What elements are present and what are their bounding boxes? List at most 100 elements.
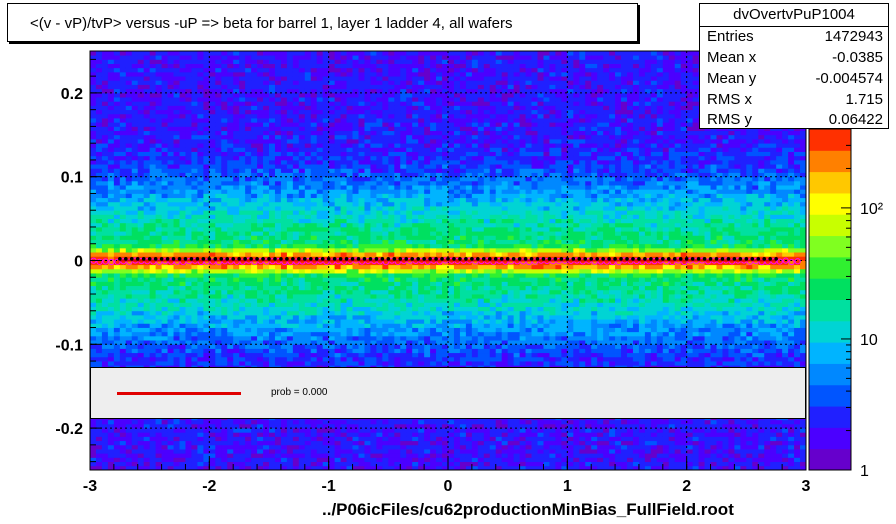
heatmap-cell: [95, 356, 103, 362]
heatmap-cell: [131, 168, 139, 173]
heatmap-cell: [179, 92, 186, 98]
heatmap-cell: [328, 314, 336, 320]
heatmap-cell: [364, 222, 371, 228]
heatmap-cell: [125, 226, 133, 232]
heatmap-cell: [119, 419, 127, 425]
heatmap-cell: [149, 92, 157, 98]
heatmap-cell: [101, 428, 109, 433]
heatmap-cell: [274, 168, 282, 173]
heatmap-cell: [95, 67, 103, 73]
heatmap-cell: [304, 428, 312, 433]
heatmap-cell: [191, 356, 198, 362]
heatmap-cell: [239, 138, 246, 144]
heatmap-cell: [197, 260, 204, 266]
heatmap-cell: [149, 222, 157, 228]
heatmap-cell: [197, 180, 204, 186]
heatmap-cell: [310, 289, 318, 295]
heatmap-cell: [137, 461, 145, 467]
heatmap-cell: [173, 298, 180, 303]
heatmap-cell: [340, 444, 347, 450]
heatmap-cell: [125, 92, 133, 98]
heatmap-cell: [346, 197, 353, 203]
heatmap-cell: [382, 92, 389, 98]
heatmap-cell: [173, 59, 180, 64]
heatmap-cell: [370, 143, 377, 148]
heatmap-cell: [316, 273, 324, 278]
heatmap-cell: [185, 214, 192, 219]
heatmap-cell: [269, 92, 276, 98]
heatmap-cell: [113, 277, 121, 282]
heatmap-cell: [155, 331, 162, 337]
heatmap-cell: [322, 180, 330, 186]
heatmap-cell: [185, 180, 192, 186]
heatmap-cell: [197, 63, 204, 69]
heatmap-cell: [274, 193, 282, 199]
heatmap-cell: [191, 449, 198, 454]
heatmap-cell: [292, 231, 300, 236]
heatmap-cell: [358, 327, 365, 333]
heatmap-cell: [179, 327, 186, 333]
heatmap-cell: [173, 113, 180, 119]
heatmap-cell: [233, 76, 240, 81]
heatmap-cell: [358, 218, 365, 224]
heatmap-cell: [298, 84, 306, 90]
heatmap-cell: [352, 277, 359, 282]
heatmap-cell: [161, 151, 168, 157]
heatmap-cell: [245, 319, 252, 324]
heatmap-cell: [125, 344, 133, 349]
heatmap-cell: [167, 138, 174, 144]
heatmap-cell: [286, 159, 294, 165]
heatmap-cell: [161, 432, 168, 437]
heatmap-cell: [173, 101, 180, 106]
heatmap-cell: [286, 444, 294, 450]
heatmap-cell: [245, 302, 252, 307]
heatmap-cell: [137, 444, 145, 450]
heatmap-cell: [251, 243, 258, 249]
heatmap-cell: [203, 155, 210, 161]
heatmap-cell: [221, 302, 228, 307]
heatmap-cell: [113, 440, 121, 446]
heatmap-cell: [161, 298, 168, 303]
heatmap-cell: [90, 105, 97, 111]
heatmap-cell: [197, 264, 204, 270]
heatmap-cell: [95, 285, 103, 291]
heatmap-cell: [298, 176, 306, 182]
heatmap-cell: [382, 122, 389, 127]
heatmap-cell: [215, 151, 222, 157]
heatmap-cell: [310, 348, 318, 354]
heatmap-cell: [95, 159, 103, 165]
heatmap-cell: [185, 147, 192, 152]
heatmap-cell: [137, 298, 145, 303]
heatmap-cell: [131, 453, 139, 458]
heatmap-cell: [179, 172, 186, 178]
heatmap-cell: [167, 239, 174, 245]
heatmap-cell: [304, 331, 312, 337]
heatmap-cell: [239, 432, 246, 437]
heatmap-cell: [227, 281, 234, 287]
heatmap-cell: [376, 310, 383, 316]
heatmap-cell: [131, 143, 139, 148]
heatmap-cell: [143, 130, 151, 136]
heatmap-cell: [107, 314, 115, 320]
heatmap-cell: [352, 109, 359, 115]
heatmap-cell: [197, 243, 204, 249]
heatmap-cell: [274, 55, 282, 60]
heatmap-cell: [292, 352, 300, 358]
heatmap-cell: [352, 206, 359, 211]
heatmap-cell: [161, 122, 168, 127]
heatmap-cell: [119, 302, 127, 307]
heatmap-cell: [304, 289, 312, 295]
heatmap-cell: [125, 51, 133, 56]
heatmap-cell: [358, 122, 365, 127]
heatmap-cell: [334, 151, 341, 157]
heatmap-cell: [340, 185, 347, 190]
heatmap-cell: [221, 63, 228, 69]
heatmap-cell: [328, 331, 336, 337]
heatmap-cell: [137, 453, 145, 458]
heatmap-cell: [280, 155, 288, 161]
heatmap-cell: [197, 109, 204, 115]
heatmap-cell: [251, 289, 258, 295]
heatmap-cell: [149, 449, 157, 454]
heatmap-cell: [269, 151, 276, 157]
heatmap-cell: [239, 231, 246, 236]
